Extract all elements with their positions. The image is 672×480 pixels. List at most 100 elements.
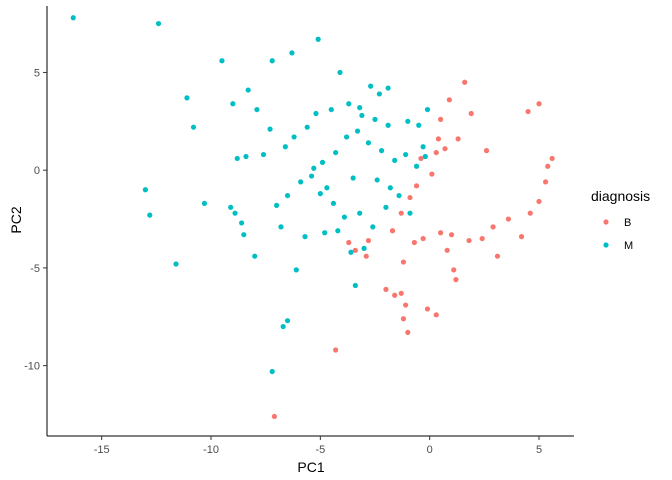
data-point-B	[429, 171, 435, 177]
data-point-M	[361, 245, 367, 251]
data-point-B	[352, 247, 358, 253]
legend-key-M	[603, 242, 609, 248]
data-point-M	[346, 101, 352, 107]
data-point-B	[424, 306, 431, 312]
data-point-B	[451, 267, 457, 273]
data-point-M	[260, 151, 267, 158]
data-point-M	[311, 165, 317, 171]
data-point-M	[298, 179, 304, 185]
data-point-B	[483, 148, 490, 154]
data-point-M	[352, 282, 358, 289]
data-point-B	[383, 286, 389, 293]
data-point-B	[398, 210, 404, 216]
legend-title: diagnosis	[591, 188, 650, 204]
data-point-M	[376, 91, 382, 97]
data-point-B	[363, 253, 369, 259]
data-point-M	[302, 234, 308, 240]
data-point-B	[433, 312, 439, 318]
data-point-M	[201, 200, 208, 207]
data-point-B	[365, 237, 372, 244]
data-point-B	[446, 97, 452, 103]
data-point-M	[403, 151, 409, 158]
data-point-B	[545, 163, 551, 169]
data-point-B	[525, 108, 531, 115]
data-point-B	[453, 277, 459, 283]
series-B	[271, 79, 555, 420]
data-point-M	[348, 249, 354, 255]
data-point-B	[413, 183, 420, 189]
data-point-M	[184, 95, 190, 101]
data-point-M	[254, 106, 260, 113]
data-point-M	[304, 124, 310, 130]
data-point-M	[245, 87, 251, 93]
data-point-M	[70, 15, 76, 21]
data-point-M	[378, 148, 385, 154]
data-point-B	[405, 329, 411, 336]
data-point-M	[424, 106, 431, 113]
data-point-B	[438, 230, 444, 236]
data-point-B	[462, 79, 468, 85]
data-point-B	[389, 228, 396, 234]
data-point-B	[411, 239, 417, 246]
data-point-M	[274, 202, 280, 208]
legend: diagnosis BM	[591, 188, 650, 252]
points-layer	[70, 15, 555, 420]
data-point-M	[239, 220, 245, 226]
data-point-B	[494, 253, 501, 259]
y-tick-label: 0	[34, 165, 40, 177]
x-tick-label: 0	[427, 444, 433, 456]
data-point-B	[392, 292, 398, 298]
data-point-M	[341, 214, 347, 220]
data-point-B	[536, 101, 542, 107]
data-point-M	[365, 140, 372, 146]
data-point-M	[416, 122, 422, 128]
data-point-M	[324, 185, 330, 191]
data-point-B	[448, 232, 455, 238]
data-point-M	[330, 200, 337, 207]
data-point-M	[232, 210, 238, 216]
data-point-B	[455, 136, 461, 142]
data-point-M	[291, 134, 297, 140]
data-point-M	[234, 155, 240, 162]
data-point-B	[398, 290, 404, 296]
data-point-M	[280, 323, 286, 330]
data-point-B	[442, 146, 448, 152]
x-tick-label: -10	[203, 444, 219, 456]
data-point-M	[396, 192, 402, 199]
data-point-M	[374, 177, 380, 183]
data-point-M	[282, 144, 288, 150]
data-point-M	[372, 116, 378, 122]
data-point-M	[337, 69, 343, 76]
data-point-M	[385, 122, 391, 128]
data-point-B	[435, 136, 442, 142]
data-point-M	[328, 106, 334, 113]
data-point-M	[322, 230, 328, 236]
data-point-M	[392, 157, 398, 164]
y-tick-label: -10	[24, 361, 40, 373]
legend-label-B: B	[624, 217, 631, 229]
data-point-M	[293, 267, 299, 273]
data-point-B	[549, 155, 555, 162]
data-point-B	[403, 302, 409, 308]
data-point-M	[357, 105, 363, 111]
data-point-M	[147, 212, 153, 218]
data-point-M	[269, 368, 275, 375]
data-point-M	[278, 224, 284, 230]
data-point-M	[142, 187, 149, 193]
data-point-M	[267, 126, 273, 132]
series-M	[70, 15, 431, 375]
data-point-M	[269, 58, 275, 64]
data-point-M	[335, 228, 341, 234]
data-point-M	[359, 112, 365, 119]
data-point-M	[407, 210, 413, 216]
data-point-M	[413, 163, 420, 169]
data-point-M	[241, 232, 247, 238]
data-point-B	[468, 110, 474, 117]
y-tick-label: 5	[34, 67, 40, 79]
data-point-M	[313, 110, 319, 117]
data-point-M	[387, 185, 393, 191]
data-point-M	[357, 210, 363, 216]
y-tick-label: -5	[30, 263, 40, 275]
data-point-M	[319, 159, 326, 165]
